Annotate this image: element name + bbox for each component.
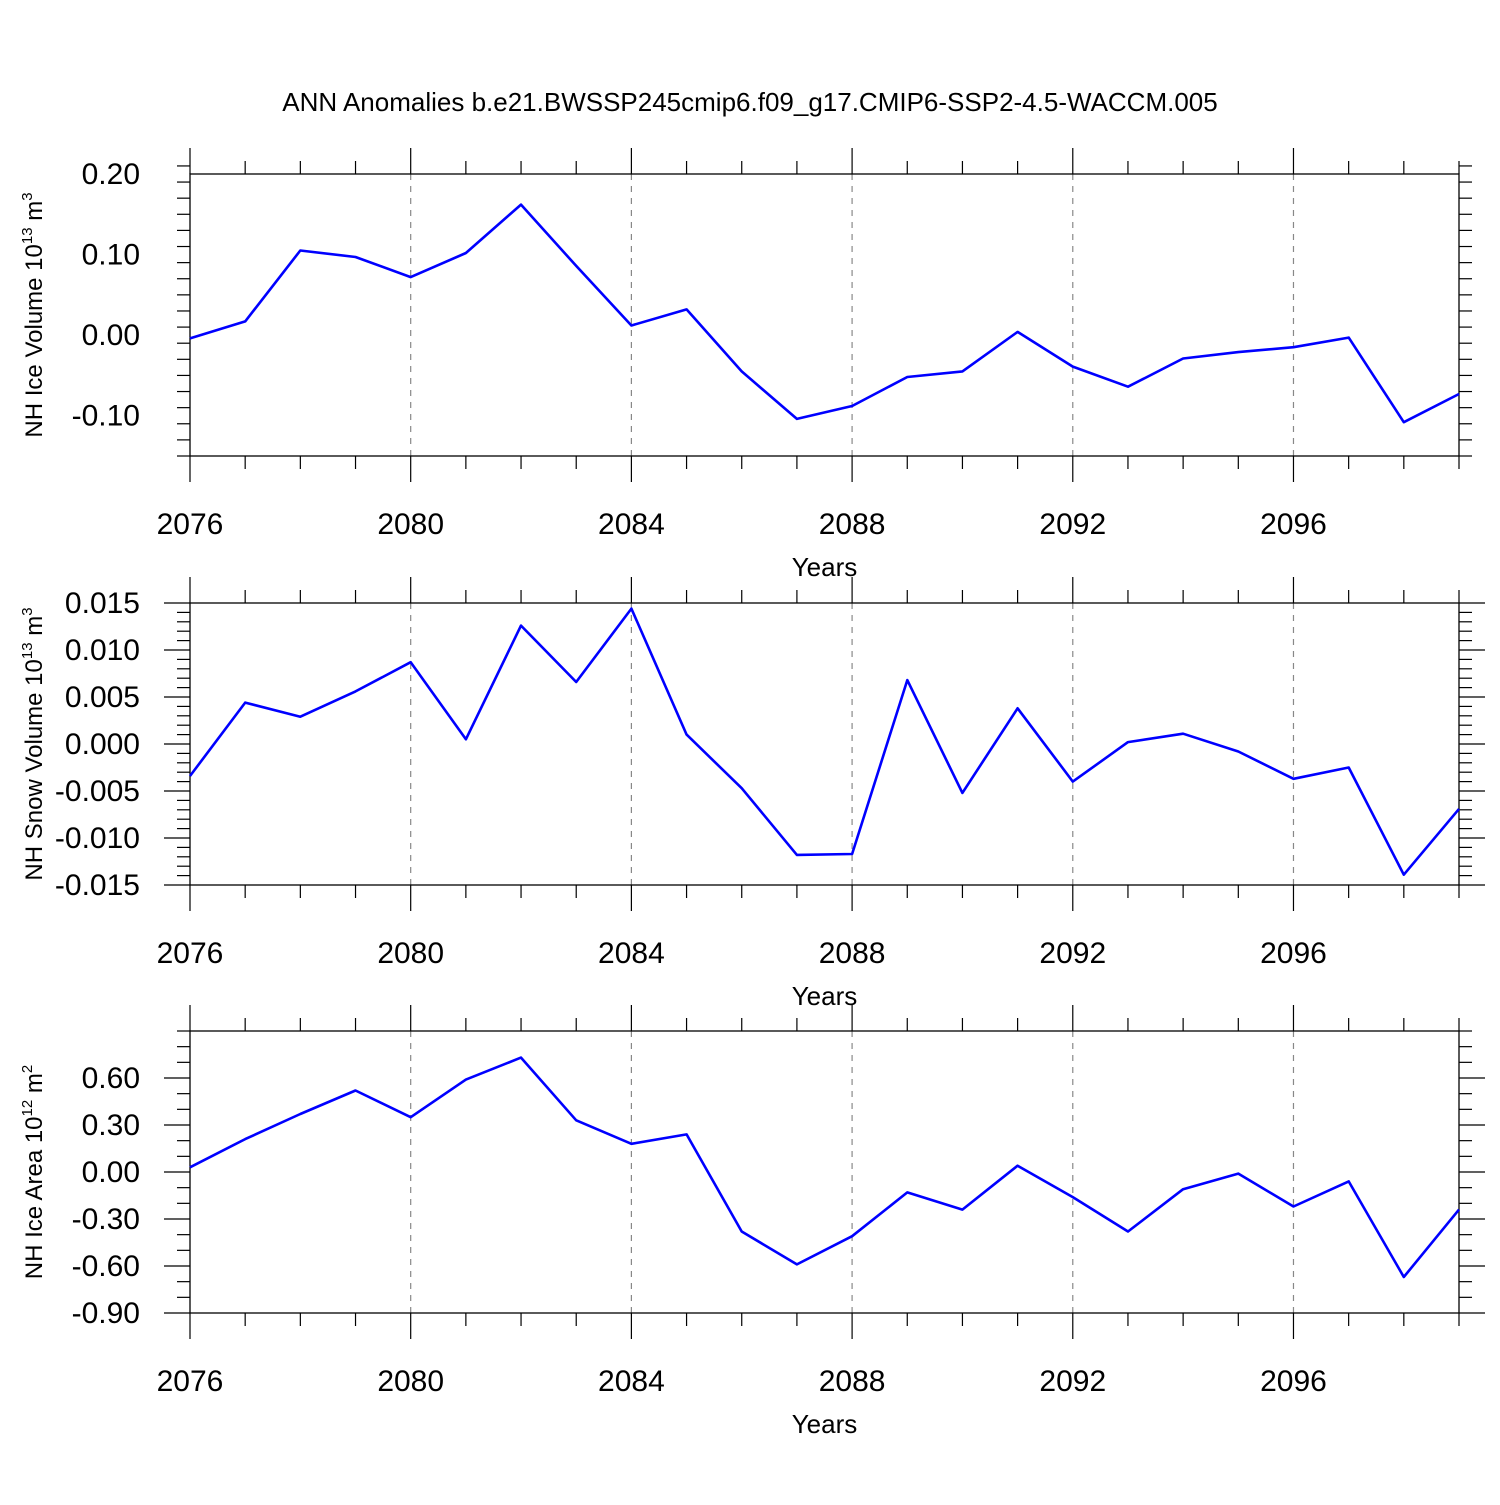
x-tick-label: 2076 [157, 937, 224, 970]
y-tick-label: -0.010 [55, 822, 140, 855]
y-tick-label: 0.10 [82, 239, 140, 272]
y-tick-label: -0.015 [55, 869, 140, 902]
x-tick-label: 2084 [598, 937, 665, 970]
y-tick-label: 0.60 [82, 1062, 140, 1095]
y-axis-label: NH Snow Volume 1013 m3 [19, 607, 48, 880]
x-tick-label: 2084 [598, 1365, 665, 1398]
panel-snow-volume: -0.015 -0.010 -0.005 0.000 0.005 0.010 0.015 20… [19, 577, 1485, 1011]
x-tick-label: 2092 [1039, 508, 1106, 541]
chart-title: ANN Anomalies b.e21.BWSSP245cmip6.f09_g1… [282, 87, 1217, 117]
y-tick-label: 0.015 [65, 587, 140, 620]
x-tick-label: 2080 [377, 508, 444, 541]
y-tick-label: 0.005 [65, 681, 140, 714]
y-tick-label: 0.00 [82, 319, 140, 352]
plot-frame [190, 603, 1459, 885]
x-tick-label: 2092 [1039, 1365, 1106, 1398]
series-line [190, 609, 1459, 875]
series-line [190, 205, 1459, 423]
y-tick-label: -0.90 [72, 1297, 140, 1330]
x-tick-label: 2088 [819, 508, 886, 541]
x-axis-label: Years [792, 981, 858, 1011]
y-tick-label: 0.010 [65, 634, 140, 667]
x-tick-label: 2096 [1260, 937, 1327, 970]
y-tick-label: 0.00 [82, 1156, 140, 1189]
y-tick-label: 0.30 [82, 1109, 140, 1142]
y-axis-label: NH Ice Area 1012 m2 [19, 1065, 48, 1279]
x-tick-label: 2096 [1260, 508, 1327, 541]
y-tick-label: 0.20 [82, 158, 140, 191]
x-tick-label: 2076 [157, 508, 224, 541]
y-tick-label: 0.000 [65, 728, 140, 761]
plot-frame [190, 1031, 1459, 1313]
y-axis-label: NH Ice Volume 1013 m3 [19, 192, 48, 437]
y-tick-label: -0.30 [72, 1203, 140, 1236]
x-tick-label: 2084 [598, 508, 665, 541]
x-axis-label: Years [792, 1409, 858, 1439]
x-tick-label: 2080 [377, 937, 444, 970]
y-tick-label: -0.005 [55, 775, 140, 808]
x-tick-label: 2076 [157, 1365, 224, 1398]
series-line [190, 1058, 1459, 1277]
x-axis-label: Years [792, 552, 858, 582]
panel-ice-volume: -0.10 0.00 0.10 0.20 2076 2080 2084 2088 2092 209… [19, 148, 1472, 582]
y-tick-label: -0.10 [72, 400, 140, 433]
x-tick-label: 2096 [1260, 1365, 1327, 1398]
y-tick-label: -0.60 [72, 1250, 140, 1283]
x-tick-label: 2088 [819, 1365, 886, 1398]
x-tick-label: 2080 [377, 1365, 444, 1398]
x-tick-label: 2092 [1039, 937, 1106, 970]
x-tick-label: 2088 [819, 937, 886, 970]
panel-ice-area: -0.90 -0.60 -0.30 0.00 0.30 0.60 2076 2080 2084 2… [19, 1005, 1485, 1439]
